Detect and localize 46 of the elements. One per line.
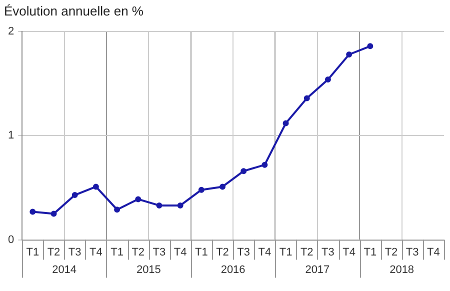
point	[282, 120, 289, 126]
point	[156, 202, 162, 208]
y-tick-label: 2	[8, 26, 14, 38]
point	[220, 184, 226, 190]
x-tick-label: T2	[47, 246, 60, 258]
x-tick-label: T2	[300, 246, 314, 258]
x-tick-label: T4	[174, 246, 187, 258]
point	[30, 208, 36, 215]
x-tick-label: T1	[279, 246, 292, 258]
point	[240, 168, 247, 174]
x-tick-label: T3	[68, 246, 82, 258]
point	[262, 162, 268, 168]
x-tick-label: T2	[132, 246, 145, 258]
x-tick-label: T3	[152, 246, 166, 258]
text: 2015	[136, 264, 161, 276]
point	[324, 76, 331, 82]
text: 2014	[52, 264, 77, 276]
text: 2018	[390, 264, 414, 276]
x-tick-label: T1	[364, 246, 377, 258]
x-tick-label: T1	[194, 246, 208, 258]
point	[198, 186, 204, 193]
point	[92, 184, 99, 190]
x-tick-label: T4	[90, 246, 102, 258]
x-tick-label: T4	[427, 246, 440, 258]
text: 2016	[220, 264, 246, 276]
point	[72, 192, 78, 198]
y-tick-label: 0	[8, 234, 14, 246]
point	[135, 196, 142, 202]
point	[50, 210, 57, 217]
x-tick-label: T3	[406, 246, 419, 258]
point	[367, 43, 374, 50]
text: 2017	[305, 264, 330, 276]
x-tick-label: T2	[384, 246, 398, 258]
point	[114, 206, 120, 213]
x-tick-label: T1	[110, 246, 124, 258]
x-tick-label: T4	[342, 246, 356, 258]
x-tick-label: T4	[258, 246, 272, 258]
x-tick-label: T1	[26, 246, 40, 258]
x-tick-label: T2	[216, 246, 229, 258]
point	[304, 95, 310, 102]
point	[346, 52, 352, 58]
chart-title: Évolution annuelle en %	[4, 3, 144, 18]
y-tick-label: 1	[8, 130, 14, 142]
x-tick-label: T3	[237, 246, 250, 258]
x-tick-label: T3	[322, 246, 334, 258]
point	[177, 202, 184, 208]
